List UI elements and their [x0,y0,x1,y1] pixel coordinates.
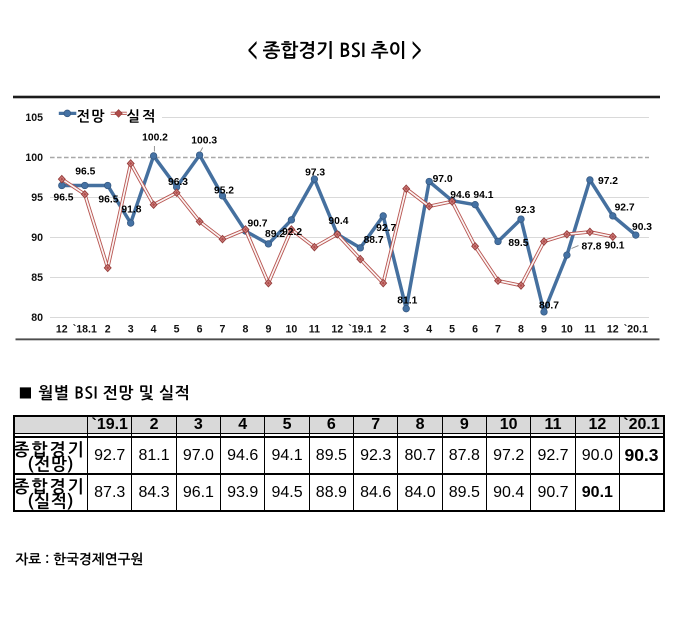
svg-text:90.7: 90.7 [247,218,267,229]
svg-text:11: 11 [309,324,320,336]
svg-text:100.2: 100.2 [142,132,168,143]
svg-text:9: 9 [541,324,547,336]
svg-text:96.3: 96.3 [168,177,188,188]
svg-text:89.5: 89.5 [508,238,528,249]
svg-text:97.0: 97.0 [433,174,453,185]
svg-text:100.3: 100.3 [191,136,217,147]
svg-text:96.5: 96.5 [75,167,95,178]
svg-text:96.5: 96.5 [98,194,118,205]
svg-text:2: 2 [105,324,111,336]
svg-text:10: 10 [561,324,573,336]
svg-text:`19.1: `19.1 [348,324,372,336]
svg-text:12: 12 [607,324,619,336]
svg-text:95: 95 [31,192,43,204]
svg-text:90.3: 90.3 [632,222,652,233]
svg-text:105: 105 [25,112,43,124]
svg-text:80: 80 [31,312,43,324]
svg-text:6: 6 [472,324,478,336]
svg-text:97.3: 97.3 [305,168,325,179]
svg-text:87.8: 87.8 [581,242,601,253]
svg-text:12: 12 [331,324,343,336]
svg-text:90.1: 90.1 [604,240,624,251]
svg-text:`20.1: `20.1 [624,324,648,336]
svg-text:100: 100 [25,152,43,164]
svg-text:4: 4 [151,324,157,336]
svg-text:11: 11 [584,324,595,336]
svg-text:90.4: 90.4 [328,216,348,227]
svg-text:92.2: 92.2 [282,227,302,238]
svg-text:96.5: 96.5 [53,192,73,203]
svg-text:8: 8 [518,324,524,336]
svg-text:4: 4 [426,324,432,336]
svg-text:7: 7 [220,324,226,336]
svg-text:12: 12 [56,324,68,336]
svg-text:97.2: 97.2 [598,176,618,187]
svg-text:92.7: 92.7 [376,223,396,234]
svg-text:81.1: 81.1 [397,295,417,306]
svg-text:10: 10 [286,324,298,336]
svg-text:5: 5 [174,324,180,336]
svg-text:92.3: 92.3 [515,205,535,216]
svg-text:3: 3 [128,324,134,336]
svg-text:9: 9 [265,324,271,336]
svg-text:6: 6 [197,324,203,336]
svg-text:5: 5 [449,324,455,336]
svg-text:95.2: 95.2 [214,186,234,197]
svg-text:8: 8 [243,324,249,336]
svg-text:2: 2 [380,324,386,336]
svg-text:90: 90 [31,232,43,244]
svg-text:94.6: 94.6 [450,190,470,201]
svg-text:`18.1: `18.1 [73,324,97,336]
svg-text:91.8: 91.8 [121,205,141,216]
svg-text:89.2: 89.2 [265,229,285,240]
svg-text:80.7: 80.7 [539,300,559,311]
svg-text:7: 7 [495,324,501,336]
svg-text:3: 3 [403,324,409,336]
svg-text:88.7: 88.7 [364,235,384,246]
svg-text:85: 85 [31,272,43,284]
svg-text:94.1: 94.1 [473,190,493,201]
svg-text:92.7: 92.7 [615,202,635,213]
